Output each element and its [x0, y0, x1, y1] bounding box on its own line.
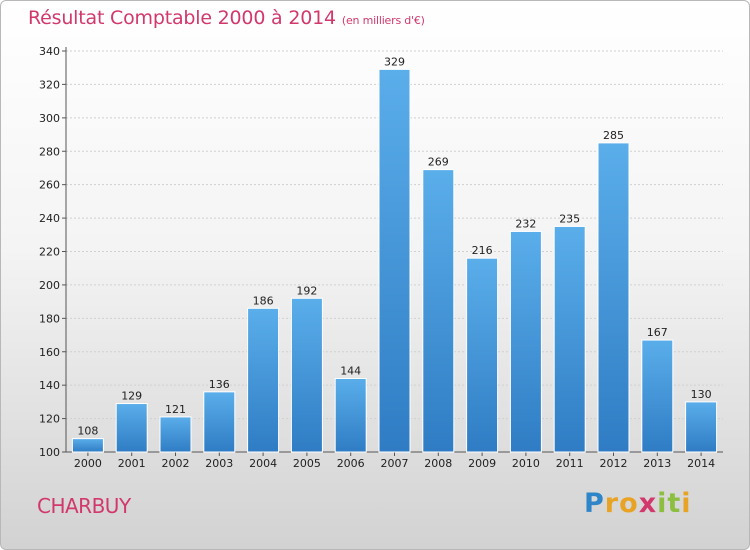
x-tick-label: 2000	[74, 457, 102, 470]
y-tick-label: 300	[39, 112, 60, 125]
data-label-2013: 167	[647, 326, 668, 339]
bar-2007	[378, 68, 411, 453]
y-tick-label: 160	[39, 346, 60, 359]
bar-2014	[685, 401, 718, 453]
x-tick-label: 2010	[512, 457, 540, 470]
bar-2013	[641, 339, 674, 453]
logo-letter: i	[681, 488, 692, 519]
bar-2012	[597, 142, 630, 453]
data-label-2010: 232	[515, 217, 536, 230]
bar-2010	[509, 230, 542, 453]
data-label-2003: 136	[209, 378, 230, 391]
logo-letter: i	[657, 488, 668, 519]
data-label-2009: 216	[472, 244, 493, 257]
y-tick-label: 320	[39, 78, 60, 91]
x-tick-label: 2014	[687, 457, 715, 470]
data-label-2007: 329	[384, 55, 405, 68]
proxiti-logo: Proxiti	[584, 488, 692, 519]
x-tick-label: 2013	[643, 457, 671, 470]
x-tick-label: 2001	[118, 457, 146, 470]
y-tick-label: 240	[39, 212, 60, 225]
chart-title: Résultat Comptable 2000 à 2014 (en millie…	[28, 7, 425, 29]
data-label-2008: 269	[428, 156, 449, 169]
y-tick-label: 180	[39, 312, 60, 325]
bar-2009	[466, 257, 499, 453]
y-tick-label: 340	[39, 45, 60, 58]
y-tick-label: 200	[39, 279, 60, 292]
y-tick-label: 120	[39, 413, 60, 426]
bar-2011	[553, 225, 586, 453]
x-tick-label: 2004	[249, 457, 277, 470]
y-tick-label: 260	[39, 179, 60, 192]
data-label-2012: 285	[603, 129, 624, 142]
bar-2001	[115, 403, 148, 453]
bar-2003	[203, 391, 236, 453]
logo-letter: t	[667, 488, 682, 519]
x-tick-label: 2003	[205, 457, 233, 470]
data-label-2011: 235	[559, 212, 580, 225]
data-label-2004: 186	[253, 294, 274, 307]
data-label-2005: 192	[296, 284, 317, 297]
y-tick-label: 140	[39, 379, 60, 392]
bar-2006	[334, 377, 367, 453]
bar-2005	[290, 297, 323, 453]
logo-letter: r	[604, 488, 620, 519]
y-tick-label: 220	[39, 246, 60, 259]
x-tick-label: 2012	[600, 457, 628, 470]
chart-subtitle: (en milliers d'€)	[341, 14, 425, 27]
logo-letter: o	[619, 488, 639, 519]
x-tick-label: 2002	[162, 457, 190, 470]
bar-2000	[71, 438, 104, 453]
data-label-2002: 121	[165, 403, 186, 416]
data-label-2000: 108	[77, 425, 98, 438]
data-label-2006: 144	[340, 364, 361, 377]
logo-letter: x	[638, 488, 658, 519]
place-name: CHARBUY	[37, 494, 131, 518]
data-label-2001: 129	[121, 390, 142, 403]
x-tick-label: 2011	[556, 457, 584, 470]
y-tick-label: 100	[39, 446, 60, 459]
logo-letter: P	[584, 488, 605, 519]
x-tick-label: 2007	[381, 457, 409, 470]
bar-2004	[247, 307, 280, 453]
y-tick-label: 280	[39, 145, 60, 158]
x-tick-label: 2008	[424, 457, 452, 470]
data-label-2014: 130	[691, 388, 712, 401]
x-tick-label: 2009	[468, 457, 496, 470]
x-tick-label: 2005	[293, 457, 321, 470]
bar-2002	[159, 416, 192, 453]
x-tick-label: 2006	[337, 457, 365, 470]
bar-2008	[422, 169, 455, 453]
